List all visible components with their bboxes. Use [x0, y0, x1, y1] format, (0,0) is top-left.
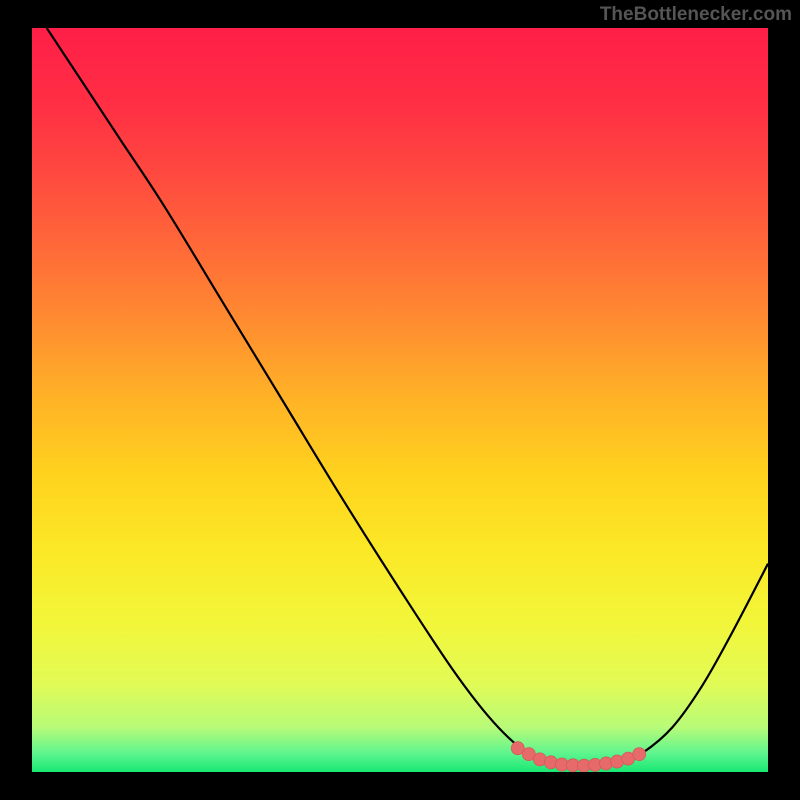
scatter-points: [511, 742, 645, 772]
bottleneck-curve: [47, 28, 768, 766]
scatter-point: [633, 748, 646, 761]
plot-area: [32, 28, 768, 772]
watermark-text: TheBottlenecker.com: [600, 4, 792, 26]
chart-svg: [32, 28, 768, 772]
